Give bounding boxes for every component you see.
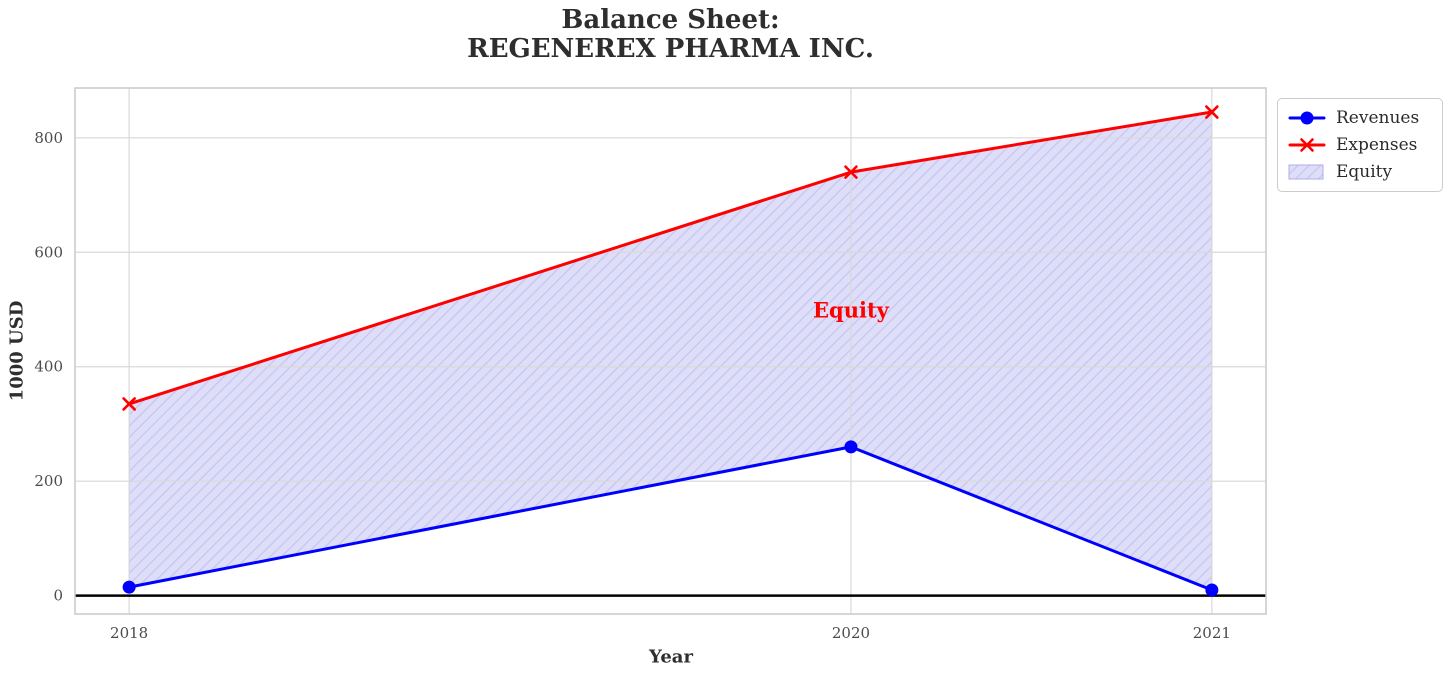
legend-label: Expenses bbox=[1336, 135, 1418, 155]
y-tick-label: 800 bbox=[34, 129, 63, 147]
legend-label: Equity bbox=[1336, 162, 1393, 182]
x-tick-label: 2018 bbox=[110, 624, 148, 642]
y-tick-label: 0 bbox=[53, 587, 63, 605]
x-tick-label: 2021 bbox=[1193, 624, 1231, 642]
legend-item-equity: Equity bbox=[1288, 161, 1432, 183]
legend-swatch-line-x bbox=[1288, 138, 1326, 152]
chart-title-line2: REGENEREX PHARMA INC. bbox=[467, 34, 874, 64]
axes-spines bbox=[74, 87, 1267, 615]
y-tick-label: 400 bbox=[34, 358, 63, 376]
y-axis-label: 1000 USD bbox=[6, 300, 28, 402]
x-tick-label: 2020 bbox=[832, 624, 870, 642]
equity-annotation: Equity bbox=[813, 297, 889, 322]
series-revenues bbox=[122, 440, 1219, 597]
y-tick-label: 600 bbox=[34, 243, 63, 261]
chart-title-line1: Balance Sheet: bbox=[561, 5, 780, 35]
legend: Revenues Expenses Equity bbox=[1277, 98, 1443, 192]
y-tick-label: 200 bbox=[34, 472, 63, 490]
legend-item-revenues: Revenues bbox=[1288, 107, 1432, 129]
x-axis-label: Year bbox=[649, 646, 693, 668]
series-expenses bbox=[122, 105, 1219, 411]
legend-label: Revenues bbox=[1336, 108, 1420, 128]
legend-swatch-line-circle bbox=[1288, 111, 1326, 125]
legend-item-expenses: Expenses bbox=[1288, 134, 1432, 156]
legend-swatch-hatched-patch bbox=[1288, 164, 1324, 180]
chart-title: Balance Sheet: REGENEREX PHARMA INC. bbox=[75, 6, 1266, 64]
